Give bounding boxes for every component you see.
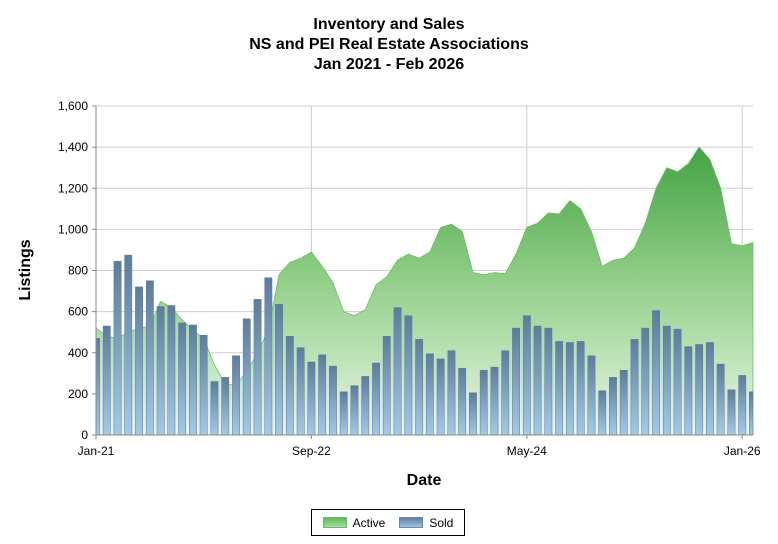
sold-bar (135, 286, 143, 436)
y-tick-label: 400 (68, 346, 88, 360)
sold-bar (619, 369, 628, 436)
sold-bar (555, 341, 564, 436)
sold-bar (253, 299, 262, 436)
sold-bar (469, 392, 477, 436)
y-axis-title: Listings (17, 239, 34, 300)
sold-bar (275, 304, 283, 436)
sold-bar (415, 339, 424, 436)
y-tick-label: 1,600 (58, 99, 88, 113)
legend-active-label: Active (352, 515, 386, 530)
sold-bar (576, 341, 585, 436)
chart-title-line3: Jan 2021 - Feb 2026 (313, 56, 465, 73)
sold-bar (102, 325, 111, 436)
sold-bar (232, 355, 240, 436)
sold-bar (749, 391, 754, 436)
sold-bar (458, 367, 467, 436)
y-tick-label: 800 (68, 264, 88, 278)
sold-bar (221, 377, 230, 436)
sold-bar (706, 342, 714, 436)
sold-bar (652, 310, 660, 436)
x-axis-title: Date (407, 472, 442, 489)
sold-bar (716, 363, 725, 436)
y-tick-label: 200 (68, 387, 88, 401)
active-swatch (322, 517, 347, 528)
sold-bar (372, 362, 380, 436)
sold-bar (242, 318, 251, 436)
sold-swatch (399, 517, 424, 528)
y-tick-label: 600 (68, 305, 88, 319)
sold-bar (501, 350, 510, 436)
y-tick-label: 1,400 (58, 140, 88, 154)
sold-bar (544, 327, 553, 436)
sold-bar (382, 336, 391, 436)
x-tick-label: Jan-21 (78, 444, 115, 458)
y-tick-label: 1,000 (58, 222, 88, 236)
sold-bar (598, 390, 607, 436)
sold-bar (684, 346, 693, 436)
sold-bar (662, 325, 671, 436)
sold-bar (95, 338, 100, 436)
sold-bar (339, 391, 348, 436)
sold-bar (264, 277, 273, 436)
sold-bar (361, 376, 370, 436)
sold-bar (447, 350, 456, 436)
sold-bar (587, 355, 596, 436)
sold-bar (436, 358, 445, 436)
sold-bar (490, 366, 499, 436)
chart-title-line2: NS and PEI Real Estate Associations (249, 36, 529, 53)
axes: 0 200 400 600 800 1,000 1,200 1,400 1,600 Jan-21 S… (58, 99, 761, 458)
sold-bar (145, 280, 154, 436)
sold-bar (630, 339, 639, 436)
sold-bar (199, 335, 208, 436)
sold-bar (156, 306, 165, 436)
sold-bar (113, 260, 122, 436)
sold-bar (641, 327, 650, 436)
sold-bar (285, 336, 294, 436)
sold-bar (609, 377, 617, 436)
legend-item-sold: Sold (399, 516, 453, 530)
sold-bar (189, 324, 197, 436)
legend-sold-label: Sold (429, 515, 454, 530)
sold-bar (673, 328, 682, 436)
x-tick-label: Jan-26 (724, 444, 761, 458)
chart-title-line1: Inventory and Sales (313, 16, 465, 33)
sold-bar (738, 375, 747, 436)
sold-bar (167, 305, 176, 436)
sold-bar (178, 322, 187, 436)
sold-bar (512, 327, 520, 436)
sold-bar (329, 365, 337, 436)
sold-bar (350, 385, 359, 436)
legend-item-active: Active (322, 515, 386, 530)
sold-bar (565, 342, 574, 436)
sold-bar (210, 381, 219, 436)
sold-bar (393, 307, 402, 436)
sold-bar (522, 315, 531, 436)
sold-bar (318, 354, 327, 436)
chart-svg: 0 200 400 600 800 1,000 1,200 1,400 1,600 Jan-21 S… (17, 99, 761, 489)
y-tick-label: 0 (81, 428, 88, 442)
sold-bar (124, 254, 133, 436)
x-tick-label: Sep-22 (292, 444, 331, 458)
x-tick-label: May-24 (507, 444, 547, 458)
sold-bar (479, 369, 488, 436)
sold-bar (533, 325, 542, 436)
legend: Active Sold (311, 509, 465, 536)
sold-bar (425, 353, 434, 436)
sold-bar (695, 344, 704, 436)
sold-bar (307, 361, 316, 436)
y-tick-label: 1,200 (58, 181, 88, 195)
sold-bar (404, 315, 413, 436)
sold-bar (296, 347, 305, 436)
sold-bar (727, 389, 736, 436)
